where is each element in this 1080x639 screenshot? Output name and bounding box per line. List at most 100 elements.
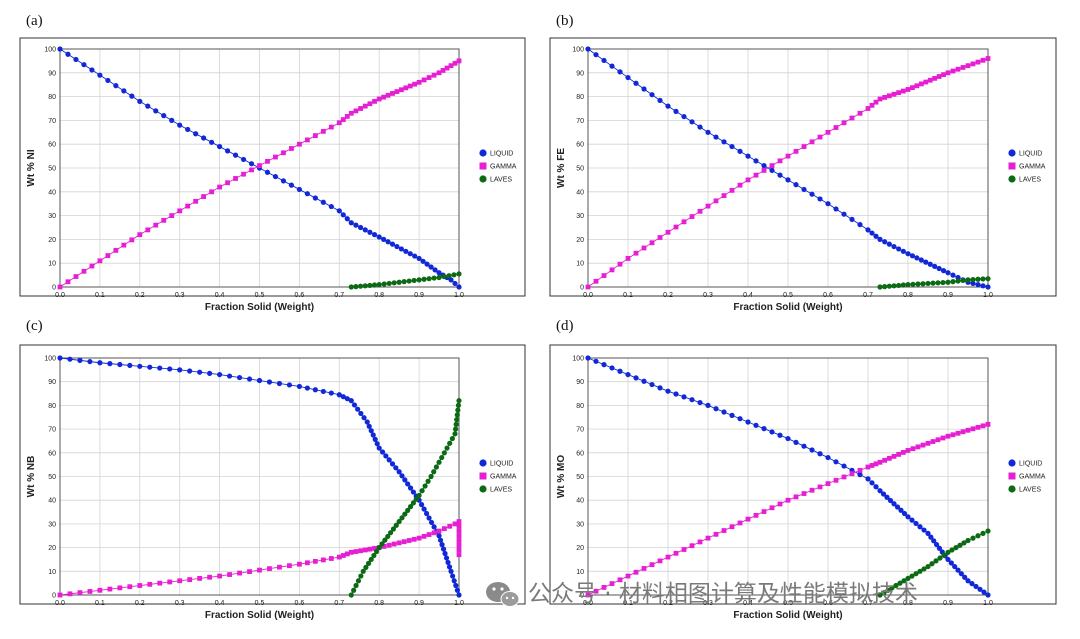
data-point bbox=[873, 99, 879, 105]
data-point bbox=[280, 178, 287, 184]
data-point bbox=[681, 219, 687, 225]
data-point bbox=[416, 535, 422, 541]
x-tick-label: 0.6 bbox=[295, 600, 305, 607]
data-point bbox=[941, 552, 947, 558]
data-point bbox=[932, 75, 938, 81]
data-point bbox=[713, 406, 719, 412]
data-point bbox=[439, 454, 445, 461]
data-point bbox=[391, 280, 397, 286]
data-point bbox=[921, 527, 927, 533]
panel-letter: (c) bbox=[26, 318, 43, 334]
data-point bbox=[980, 57, 986, 63]
data-point bbox=[882, 239, 888, 245]
y-tick-label: 80 bbox=[576, 403, 584, 410]
legend-swatch-liquid bbox=[479, 149, 487, 157]
data-point bbox=[936, 265, 942, 272]
y-tick-label: 90 bbox=[48, 70, 56, 77]
data-point bbox=[975, 59, 981, 65]
x-tick-label: 0.3 bbox=[175, 600, 185, 607]
data-point bbox=[641, 245, 647, 251]
x-tick-label: 0.2 bbox=[663, 600, 673, 607]
data-point bbox=[945, 433, 951, 439]
series-laves bbox=[877, 276, 991, 290]
data-point bbox=[456, 523, 462, 529]
data-point bbox=[57, 592, 63, 598]
data-point bbox=[456, 552, 462, 558]
data-point bbox=[312, 558, 318, 564]
data-point bbox=[365, 560, 372, 567]
data-point bbox=[809, 191, 815, 197]
data-point bbox=[448, 277, 454, 283]
data-point bbox=[449, 435, 455, 442]
data-point bbox=[320, 199, 326, 205]
x-tick-label: 1.0 bbox=[983, 600, 993, 607]
y-tick-label: 10 bbox=[48, 569, 56, 576]
data-point bbox=[446, 273, 452, 279]
data-point bbox=[917, 568, 923, 574]
data-point bbox=[403, 85, 409, 91]
data-point bbox=[793, 182, 799, 188]
data-point bbox=[340, 117, 346, 123]
data-point bbox=[446, 564, 453, 570]
data-point bbox=[207, 370, 213, 377]
data-point bbox=[405, 481, 411, 487]
data-point bbox=[442, 550, 448, 557]
data-point bbox=[960, 277, 966, 284]
data-point bbox=[177, 578, 183, 584]
data-point bbox=[455, 407, 461, 413]
data-point bbox=[893, 582, 899, 589]
data-point bbox=[452, 521, 458, 527]
data-point bbox=[930, 280, 936, 286]
data-point bbox=[177, 208, 183, 214]
data-point bbox=[975, 282, 981, 288]
data-point bbox=[905, 448, 911, 453]
data-point bbox=[296, 383, 302, 390]
data-point bbox=[121, 88, 127, 94]
data-point bbox=[157, 580, 163, 586]
data-point bbox=[593, 52, 599, 58]
data-point bbox=[421, 276, 427, 282]
data-point bbox=[153, 108, 159, 114]
data-point bbox=[886, 455, 892, 461]
data-point bbox=[129, 237, 135, 243]
panel-frame bbox=[19, 37, 526, 297]
data-point bbox=[187, 368, 193, 374]
data-point bbox=[67, 591, 73, 597]
data-point bbox=[431, 72, 437, 78]
data-point bbox=[372, 436, 378, 442]
data-point bbox=[367, 229, 373, 235]
data-point bbox=[373, 548, 380, 555]
legend-swatch-liquid bbox=[1008, 149, 1016, 157]
data-point bbox=[777, 158, 783, 164]
data-point bbox=[456, 542, 462, 548]
data-point bbox=[737, 416, 743, 422]
data-point bbox=[886, 283, 892, 289]
data-point bbox=[940, 268, 947, 274]
data-point bbox=[920, 281, 926, 287]
data-point bbox=[367, 282, 373, 289]
data-point bbox=[405, 507, 411, 513]
data-point bbox=[348, 284, 354, 290]
data-point bbox=[965, 578, 971, 584]
y-tick-label: 20 bbox=[48, 545, 56, 552]
data-point bbox=[689, 214, 695, 219]
data-point bbox=[918, 81, 924, 87]
data-point bbox=[927, 261, 933, 267]
data-point bbox=[177, 367, 183, 373]
data-point bbox=[617, 577, 623, 583]
data-point bbox=[901, 578, 907, 584]
data-point bbox=[649, 92, 655, 98]
data-point bbox=[433, 464, 439, 470]
data-point bbox=[981, 589, 987, 595]
y-tick-label: 100 bbox=[44, 356, 56, 363]
data-point bbox=[841, 120, 847, 126]
x-tick-label: 0.3 bbox=[703, 600, 713, 607]
x-tick-label: 0.9 bbox=[943, 600, 953, 607]
data-point bbox=[353, 222, 359, 228]
data-point bbox=[817, 484, 823, 490]
data-point bbox=[113, 247, 119, 253]
data-point bbox=[849, 471, 855, 477]
data-point bbox=[753, 172, 759, 178]
data-point bbox=[209, 139, 215, 145]
